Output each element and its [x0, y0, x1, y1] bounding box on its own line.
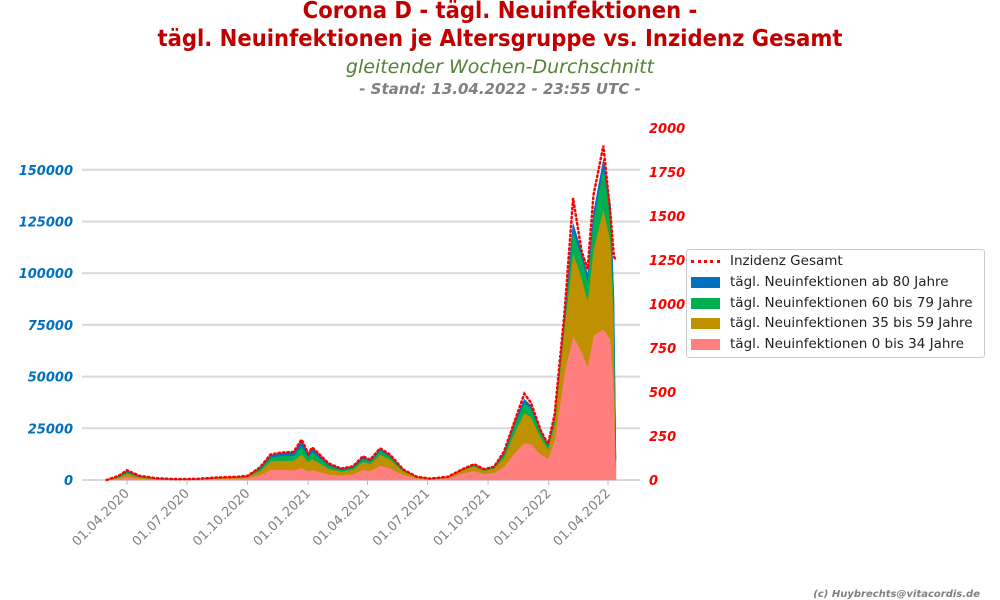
- left-axis-tick-label: 0: [64, 474, 73, 489]
- left-axis-tick-label: 25000: [28, 422, 73, 437]
- area-series-a60: [106, 167, 617, 481]
- chart-title-line2: tägl. Neuinfektionen je Altersgruppe vs.…: [157, 26, 843, 52]
- legend-swatch-60: [691, 297, 720, 309]
- left-axis-tick-label: 150000: [19, 164, 73, 179]
- left-axis-tick-label: 75000: [28, 319, 73, 334]
- copyright-footer: (c) Huybrechts@vitacordis.de: [813, 589, 980, 600]
- x-axis-tick-label: 01.01.2022: [491, 486, 554, 549]
- legend-label: tägl. Neuinfektionen 35 bis 59 Jahre: [730, 315, 973, 331]
- left-axis-tick-label: 100000: [19, 267, 73, 282]
- x-axis-tick-label: 01.04.2022: [551, 486, 614, 549]
- legend-swatch-0: [691, 338, 720, 350]
- x-axis-tick-label: 01.07.2021: [370, 486, 433, 549]
- legend-label: tägl. Neuinfektionen 60 bis 79 Jahre: [730, 295, 973, 311]
- right-axis-tick-label: 0: [649, 474, 658, 489]
- right-axis-tick-label: 1250: [649, 254, 685, 269]
- x-axis-tick-label: 01.04.2020: [70, 486, 133, 549]
- legend-item-80: tägl. Neuinfektionen ab 80 Jahre: [691, 272, 949, 292]
- chart-legend: Inzidenz Gesamt tägl. Neuinfektionen ab …: [686, 249, 985, 358]
- area-series-a35: [106, 209, 617, 481]
- chart-title-line1: Corona D - tägl. Neuinfektionen -: [302, 0, 698, 24]
- x-axis-tick-label: 01.01.2021: [251, 486, 314, 549]
- x-axis-tick-label: 01.04.2021: [310, 486, 373, 549]
- right-axis-tick-label: 500: [649, 386, 676, 401]
- legend-swatch-80: [691, 276, 720, 288]
- x-axis-tick-label: 01.10.2021: [431, 486, 494, 549]
- right-axis-tick-label: 750: [649, 342, 676, 357]
- legend-label: Inzidenz Gesamt: [730, 253, 843, 269]
- legend-swatch-inzidenz: [691, 259, 720, 263]
- right-axis-tick-label: 250: [649, 430, 676, 445]
- legend-label: tägl. Neuinfektionen ab 80 Jahre: [730, 274, 949, 290]
- left-axis-tick-label: 125000: [19, 216, 73, 231]
- legend-item-35: tägl. Neuinfektionen 35 bis 59 Jahre: [691, 313, 973, 333]
- x-axis-tick-label: 01.07.2020: [130, 486, 193, 549]
- legend-item-60: tägl. Neuinfektionen 60 bis 79 Jahre: [691, 293, 973, 313]
- x-axis-tick-label: 01.10.2020: [190, 486, 253, 549]
- right-axis-tick-label: 1500: [649, 210, 685, 225]
- right-axis-tick-label: 2000: [649, 122, 685, 137]
- legend-label: tägl. Neuinfektionen 0 bis 34 Jahre: [730, 336, 964, 352]
- chart-stand-date: - Stand: 13.04.2022 - 23:55 UTC -: [359, 80, 641, 98]
- line-series-inzidenz: [105, 145, 618, 482]
- legend-item-inzidenz: Inzidenz Gesamt: [691, 251, 843, 271]
- left-axis-tick-label: 50000: [28, 371, 73, 386]
- legend-swatch-35: [691, 317, 720, 329]
- right-axis-tick-label: 1000: [649, 298, 685, 313]
- legend-item-0: tägl. Neuinfektionen 0 bis 34 Jahre: [691, 334, 964, 354]
- right-axis-tick-label: 1750: [649, 166, 685, 181]
- chart-subtitle: gleitender Wochen-Durchschnitt: [345, 56, 655, 78]
